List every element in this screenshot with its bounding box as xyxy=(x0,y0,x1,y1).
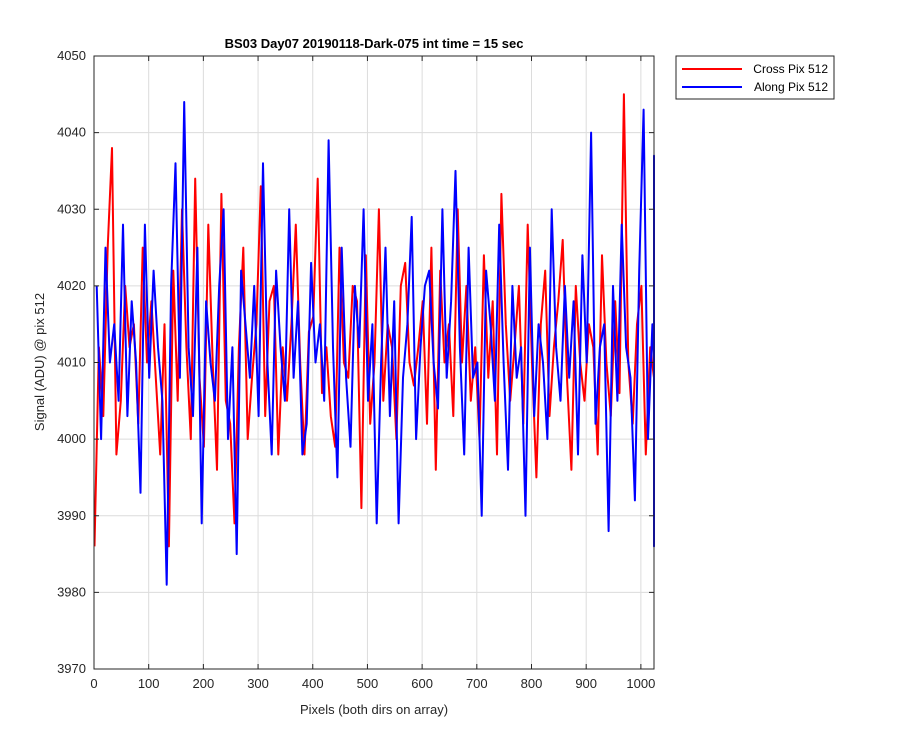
x-tick-label: 0 xyxy=(90,676,97,691)
y-tick-label: 3990 xyxy=(57,508,86,523)
y-tick-label: 4010 xyxy=(57,355,86,370)
x-tick-label: 400 xyxy=(302,676,324,691)
y-axis-title: Signal (ADU) @ pix 512 xyxy=(32,293,47,431)
x-tick-label: 200 xyxy=(193,676,215,691)
legend: Cross Pix 512 Along Pix 512 xyxy=(675,55,835,100)
x-tick-label: 1000 xyxy=(626,676,655,691)
axis-ticks: 0 100 200 300 400 500 600 700 800 900 1000 3970 3980… xyxy=(57,48,655,691)
x-tick-label: 500 xyxy=(357,676,379,691)
y-tick-label: 4000 xyxy=(57,431,86,446)
y-tick-label: 4050 xyxy=(57,48,86,63)
legend-label-along: Along Pix 512 xyxy=(754,80,828,94)
x-tick-label: 900 xyxy=(575,676,597,691)
x-tick-label: 700 xyxy=(466,676,488,691)
x-tick-label: 300 xyxy=(247,676,269,691)
y-tick-label: 3970 xyxy=(57,661,86,676)
x-tick-label: 100 xyxy=(138,676,160,691)
x-axis-title: Pixels (both dirs on array) xyxy=(300,702,448,717)
y-tick-label: 3980 xyxy=(57,584,86,599)
x-tick-label: 800 xyxy=(521,676,543,691)
legend-label-cross: Cross Pix 512 xyxy=(753,62,828,76)
legend-box xyxy=(675,55,835,100)
x-tick-label: 600 xyxy=(411,676,433,691)
y-tick-label: 4030 xyxy=(57,201,86,216)
chart-title: BS03 Day07 20190118-Dark-075 int time = … xyxy=(225,36,524,51)
y-tick-label: 4040 xyxy=(57,125,86,140)
y-tick-label: 4020 xyxy=(57,278,86,293)
